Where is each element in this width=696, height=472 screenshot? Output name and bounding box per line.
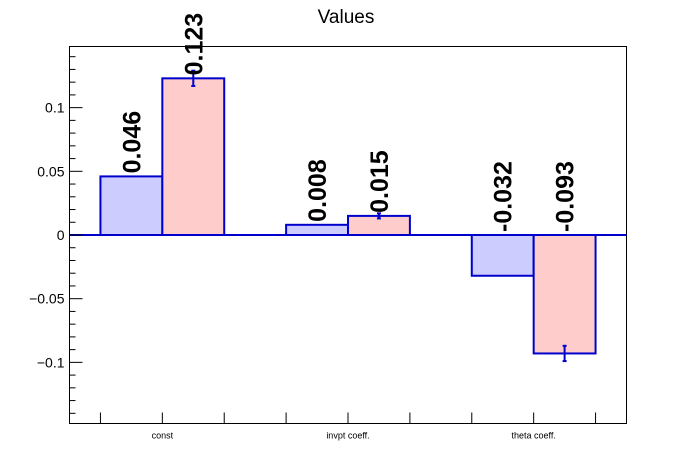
y-tick-label: 0.05 [37, 163, 64, 179]
y-tick-label: −0.1 [37, 354, 65, 370]
y-tick-label: −0.05 [29, 291, 65, 307]
data-label: 0.123 [180, 13, 208, 76]
data-label: 0.008 [304, 159, 332, 222]
data-label: -0.093 [552, 161, 580, 232]
data-label: 0.046 [118, 111, 146, 174]
bar [285, 223, 350, 236]
x-tick-label: const [152, 431, 174, 441]
bar [161, 77, 226, 236]
data-label: 0.015 [366, 150, 394, 213]
chart-title: Values [318, 7, 375, 28]
data-label: -0.032 [490, 161, 518, 232]
bar [532, 234, 597, 355]
bar [470, 234, 535, 277]
y-tick-label: 0 [57, 227, 65, 243]
x-tick-label: invpt coeff. [326, 431, 369, 441]
bar [99, 175, 164, 236]
y-tick-label: 0.1 [45, 100, 65, 116]
x-tick-label: theta coeff. [511, 431, 555, 441]
